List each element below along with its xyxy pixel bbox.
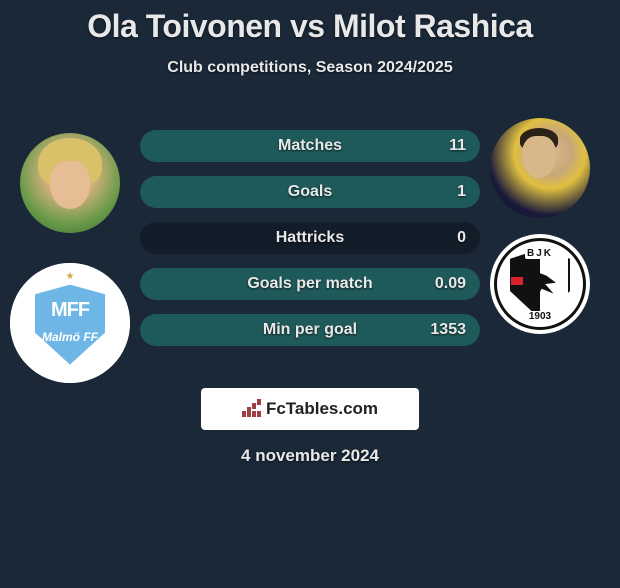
chart-icon: [242, 401, 262, 417]
club1-name: Malmö FF: [42, 330, 98, 344]
stat-value: 0: [457, 229, 466, 247]
stat-value: 1: [457, 183, 466, 201]
right-player-column: BJK 1903: [490, 118, 590, 334]
flag-icon: [510, 276, 524, 286]
stat-row-matches: Matches 11: [140, 130, 480, 162]
player1-club-badge: ★ MFF Malmö FF: [10, 263, 130, 383]
club2-year: 1903: [527, 311, 553, 322]
club1-abbrev: MFF: [51, 299, 89, 322]
stat-row-goals: Goals 1: [140, 176, 480, 208]
stat-value: 0.09: [435, 275, 466, 293]
player2-avatar: [490, 118, 590, 218]
header: Ola Toivonen vs Milot Rashica Club compe…: [0, 8, 620, 77]
stat-label: Min per goal: [263, 321, 357, 339]
brand-name: FcTables.com: [266, 399, 378, 419]
club2-abbrev: BJK: [525, 248, 555, 259]
stat-value: 11: [449, 137, 466, 155]
stat-row-min-per-goal: Min per goal 1353: [140, 314, 480, 346]
player1-avatar: [20, 133, 120, 233]
stat-label: Goals per match: [247, 275, 372, 293]
branding-badge[interactable]: FcTables.com: [201, 388, 419, 430]
stat-label: Matches: [278, 137, 342, 155]
page-subtitle: Club competitions, Season 2024/2025: [0, 59, 620, 77]
star-icon: ★: [66, 271, 75, 282]
stat-row-goals-per-match: Goals per match 0.09: [140, 268, 480, 300]
stats-list: Matches 11 Goals 1 Hattricks 0 Goals per…: [140, 130, 480, 346]
left-player-column: ★ MFF Malmö FF: [10, 133, 130, 383]
stat-label: Goals: [288, 183, 332, 201]
player2-club-badge: BJK 1903: [490, 234, 590, 334]
stat-label: Hattricks: [276, 229, 344, 247]
stat-value: 1353: [430, 321, 466, 339]
stat-row-hattricks: Hattricks 0: [140, 222, 480, 254]
page-title: Ola Toivonen vs Milot Rashica: [0, 8, 620, 45]
snapshot-date: 4 november 2024: [241, 446, 379, 466]
